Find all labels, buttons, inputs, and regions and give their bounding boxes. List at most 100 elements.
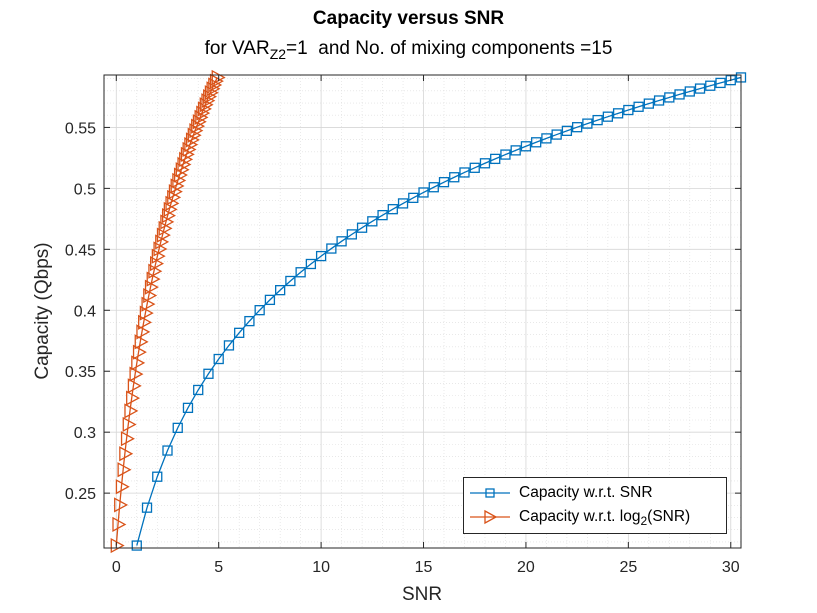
data-point-triangle: [114, 497, 129, 513]
data-point-square: [377, 209, 388, 221]
series-line: [136, 76, 742, 546]
y-tick-label: 0.45: [65, 242, 96, 259]
data-point-square: [694, 83, 706, 94]
data-point-triangle: [175, 162, 190, 178]
data-point-triangle: [158, 220, 173, 237]
x-tick-label: 10: [312, 559, 330, 576]
data-point-square: [541, 133, 552, 144]
legend-label-log2snr: Capacity w.r.t. log2(SNR): [519, 508, 690, 528]
data-point-square: [274, 285, 286, 296]
data-point-triangle: [120, 431, 135, 447]
data-point-square: [643, 98, 654, 109]
data-point-triangle: [110, 537, 125, 554]
data-point-triangle: [172, 172, 187, 189]
data-point-square: [234, 327, 245, 338]
data-point-square: [162, 445, 173, 456]
series-2: [110, 69, 226, 554]
data-point-triangle: [170, 178, 185, 194]
data-point-square: [244, 315, 255, 327]
data-point-triangle: [112, 516, 127, 533]
data-point-triangle: [160, 214, 175, 230]
legend: Capacity w.r.t. SNR Capacity w.r.t. log2…: [463, 477, 727, 534]
data-point-triangle: [209, 73, 224, 89]
legend-label-subscript: 2: [640, 514, 648, 529]
y-axis-label: Capacity (Qbps): [32, 242, 53, 379]
data-point-triangle: [143, 287, 158, 304]
axis-ticks: [104, 75, 741, 548]
data-point-square: [705, 80, 716, 91]
data-point-square: [551, 129, 562, 140]
data-point-triangle: [156, 227, 171, 243]
data-point-square: [469, 162, 480, 173]
chart-subtitle: for VARZ2=1 and No. of mixing components…: [0, 38, 817, 62]
data-point-square: [438, 177, 450, 188]
data-point-triangle: [124, 403, 139, 419]
data-point-triangle: [119, 446, 134, 462]
data-point-triangle: [141, 296, 156, 312]
data-point-triangle: [185, 132, 200, 148]
data-point-square: [315, 250, 327, 262]
legend-label-snr: Capacity w.r.t. SNR: [519, 484, 653, 501]
data-point-triangle: [208, 77, 223, 93]
data-point-triangle: [126, 390, 141, 406]
minor-grid: [104, 75, 741, 548]
data-point-square: [397, 198, 409, 209]
x-tick-label: 30: [722, 559, 740, 576]
y-tick-label: 0.5: [74, 181, 96, 198]
data-point-square: [408, 192, 419, 204]
data-point-square: [510, 145, 521, 156]
data-point-square: [459, 167, 470, 178]
data-point-triangle: [127, 378, 142, 394]
data-point-square: [674, 89, 685, 100]
data-point-square: [561, 125, 573, 136]
legend-swatch-triangle: [470, 509, 510, 525]
data-point-triangle: [117, 462, 132, 478]
data-point-triangle: [132, 344, 147, 360]
data-point-triangle: [165, 195, 180, 211]
data-point-square: [254, 305, 265, 316]
data-point-square: [193, 384, 204, 396]
data-point-square: [500, 149, 511, 160]
series-layer: [110, 69, 747, 554]
data-point-square: [623, 104, 634, 116]
data-point-square: [172, 422, 183, 434]
data-point-square: [203, 368, 214, 379]
x-axis-label: SNR: [402, 584, 442, 605]
data-point-triangle: [163, 201, 178, 217]
data-point-square: [326, 243, 337, 254]
data-point-triangle: [177, 156, 192, 173]
data-point-square: [213, 353, 224, 365]
data-point-square: [479, 158, 491, 169]
subtitle-prefix: for VAR: [204, 38, 270, 59]
data-point-square: [285, 275, 296, 287]
data-point-square: [633, 101, 644, 112]
data-point-triangle: [138, 314, 153, 330]
chart-title: Capacity versus SNR: [312, 8, 505, 29]
data-point-triangle: [134, 334, 149, 350]
legend-swatch-square: [470, 488, 510, 498]
data-point-square: [356, 222, 368, 233]
x-tick-label: 15: [415, 559, 433, 576]
data-point-square: [592, 114, 603, 126]
subtitle-suffix: =1 and No. of mixing components =15: [286, 38, 613, 59]
data-point-square: [531, 137, 542, 148]
data-point-triangle: [122, 416, 137, 433]
x-tick-label: 25: [619, 559, 637, 576]
data-point-triangle: [129, 366, 144, 382]
series-1: [131, 72, 747, 551]
data-point-square: [571, 122, 583, 133]
x-tick-label: 5: [214, 559, 223, 576]
data-point-triangle: [173, 167, 188, 183]
data-point-square: [223, 340, 235, 351]
data-point-square: [428, 182, 439, 193]
data-point-square: [612, 108, 624, 119]
legend-item-snr: Capacity w.r.t. SNR: [464, 482, 728, 504]
y-tick-label: 0.55: [65, 120, 96, 137]
data-point-square: [387, 204, 398, 215]
legend-item-log2snr: Capacity w.r.t. log2(SNR): [464, 506, 728, 528]
plot-frame: [103, 74, 742, 549]
data-point-square: [715, 77, 726, 89]
data-point-square: [653, 95, 665, 106]
data-point-square: [418, 187, 429, 198]
y-tick-label: 0.35: [65, 364, 96, 381]
